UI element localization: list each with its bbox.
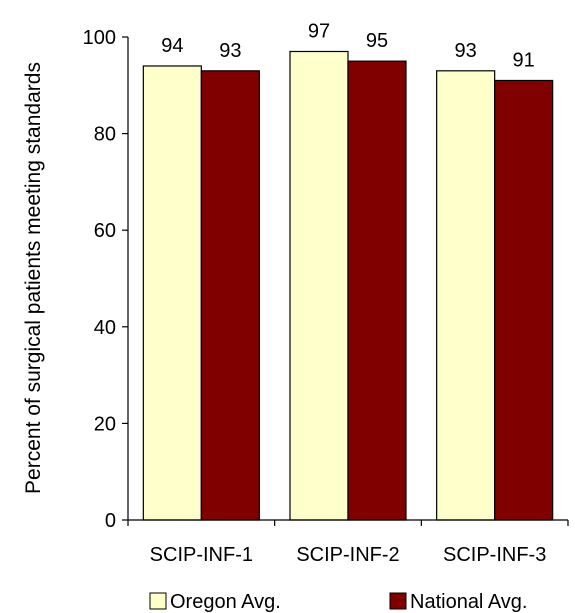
y-axis-title: Percent of surgical patients meeting sta… — [22, 62, 45, 494]
legend: Oregon Avg. National Avg. — [149, 591, 528, 613]
data-label-national-2: 95 — [366, 30, 388, 52]
plot-area: 94 97 93 93 95 91 0 20 40 60 80 100 SCIP-INF-1 SCIP-I… — [83, 20, 569, 566]
bar-national-3 — [494, 79, 554, 521]
data-label-oregon-1: 94 — [161, 35, 183, 57]
y-tick-label: 100 — [83, 27, 116, 49]
bar-oregon-2 — [289, 50, 349, 521]
x-tick-label: SCIP-INF-2 — [296, 544, 399, 566]
y-tick-label: 60 — [94, 220, 116, 242]
data-label-national-1: 93 — [219, 40, 241, 62]
bar-national-2 — [347, 60, 407, 521]
bar-national-1 — [200, 70, 260, 521]
x-tick-label: SCIP-INF-3 — [443, 544, 546, 566]
y-tick-label: 20 — [94, 413, 116, 435]
legend-swatch-oregon — [149, 592, 167, 610]
bar-oregon-1 — [142, 65, 202, 521]
legend-label-oregon: Oregon Avg. — [170, 591, 281, 613]
data-label-national-3: 91 — [513, 49, 535, 71]
legend-label-national: National Avg. — [410, 591, 528, 613]
data-label-oregon-3: 93 — [455, 40, 477, 62]
y-tick-label: 40 — [94, 317, 116, 339]
y-tick-label: 80 — [94, 124, 116, 146]
bar-oregon-3 — [436, 70, 496, 521]
data-label-oregon-2: 97 — [308, 20, 330, 42]
x-tick-label: SCIP-INF-1 — [150, 544, 253, 566]
y-tick-label: 0 — [105, 510, 116, 532]
legend-swatch-national — [389, 592, 407, 610]
